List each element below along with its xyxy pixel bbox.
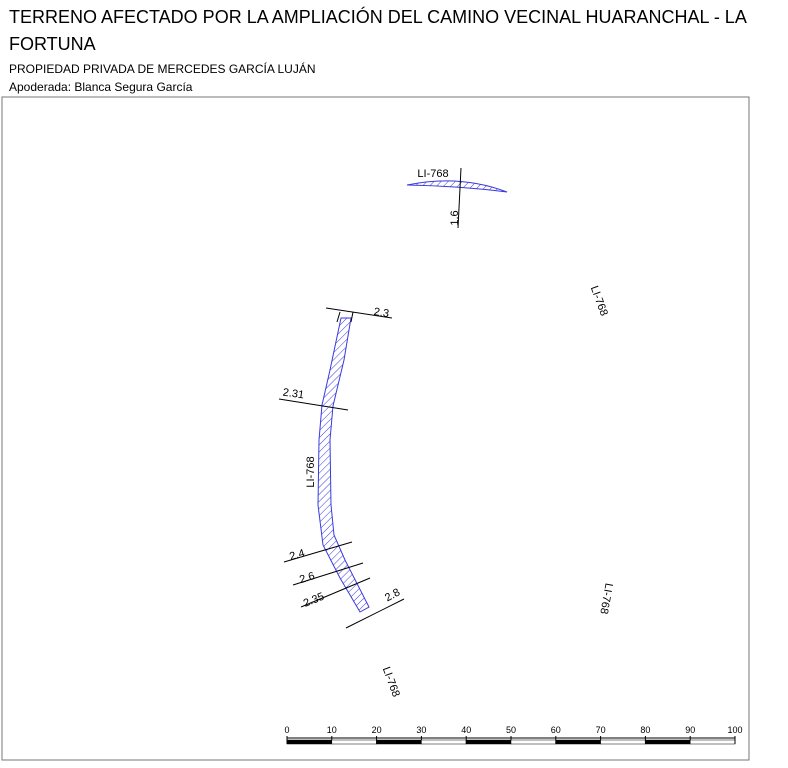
dimension-label: 2.31 xyxy=(282,387,305,402)
scale-label: 80 xyxy=(640,725,650,735)
affected-strip xyxy=(317,317,370,613)
header: TERRENO AFECTADO POR LA AMPLIACIÓN DEL C… xyxy=(9,4,779,96)
scale-segment xyxy=(510,739,557,745)
scale-label: 50 xyxy=(506,725,516,735)
road-label: LI-768 xyxy=(380,665,402,698)
map-frame xyxy=(1,96,750,761)
scale-label: 70 xyxy=(596,725,606,735)
dimension-label: 1.6 xyxy=(449,210,461,225)
scale-label: 10 xyxy=(327,725,337,735)
scale-label: 40 xyxy=(461,725,471,735)
road-label: LI-768 xyxy=(597,582,614,615)
affected-area xyxy=(406,180,508,193)
scale-segment xyxy=(286,739,333,745)
dimension-label: 2.6 xyxy=(298,570,316,586)
road-label: LI-768 xyxy=(305,456,317,487)
scale-bar: 0 10 20 30 40 50 60 70 80 90 100 xyxy=(284,725,743,745)
scale-segment xyxy=(600,739,646,745)
scale-segment xyxy=(465,739,512,745)
owner: PROPIEDAD PRIVADA DE MERCEDES GARCÍA LUJ… xyxy=(9,62,316,76)
scale-label: 20 xyxy=(372,725,382,735)
dimension-lines xyxy=(278,167,462,629)
dimension-label: 2.3 xyxy=(373,306,390,320)
scale-label: 90 xyxy=(685,725,695,735)
scale-segment xyxy=(555,739,601,745)
scale-segment xyxy=(376,739,422,745)
dimension-label: 2.4 xyxy=(288,547,306,563)
scale-segment xyxy=(331,739,377,745)
title: TERRENO AFECTADO POR LA AMPLIACIÓN DEL C… xyxy=(9,7,746,54)
agent: Apoderada: Blanca Segura García xyxy=(9,80,193,94)
road-label: LI-768 xyxy=(417,168,448,180)
scale-segment xyxy=(645,739,691,745)
scale-label: 30 xyxy=(416,725,426,735)
scale-label: 100 xyxy=(727,725,742,735)
road-label: LI-768 xyxy=(588,284,610,317)
scale-label: 0 xyxy=(284,725,289,735)
scale-segment xyxy=(689,739,736,745)
scale-segment xyxy=(421,739,467,745)
scale-label: 60 xyxy=(551,725,561,735)
dimension-label: 2.35 xyxy=(302,591,326,610)
